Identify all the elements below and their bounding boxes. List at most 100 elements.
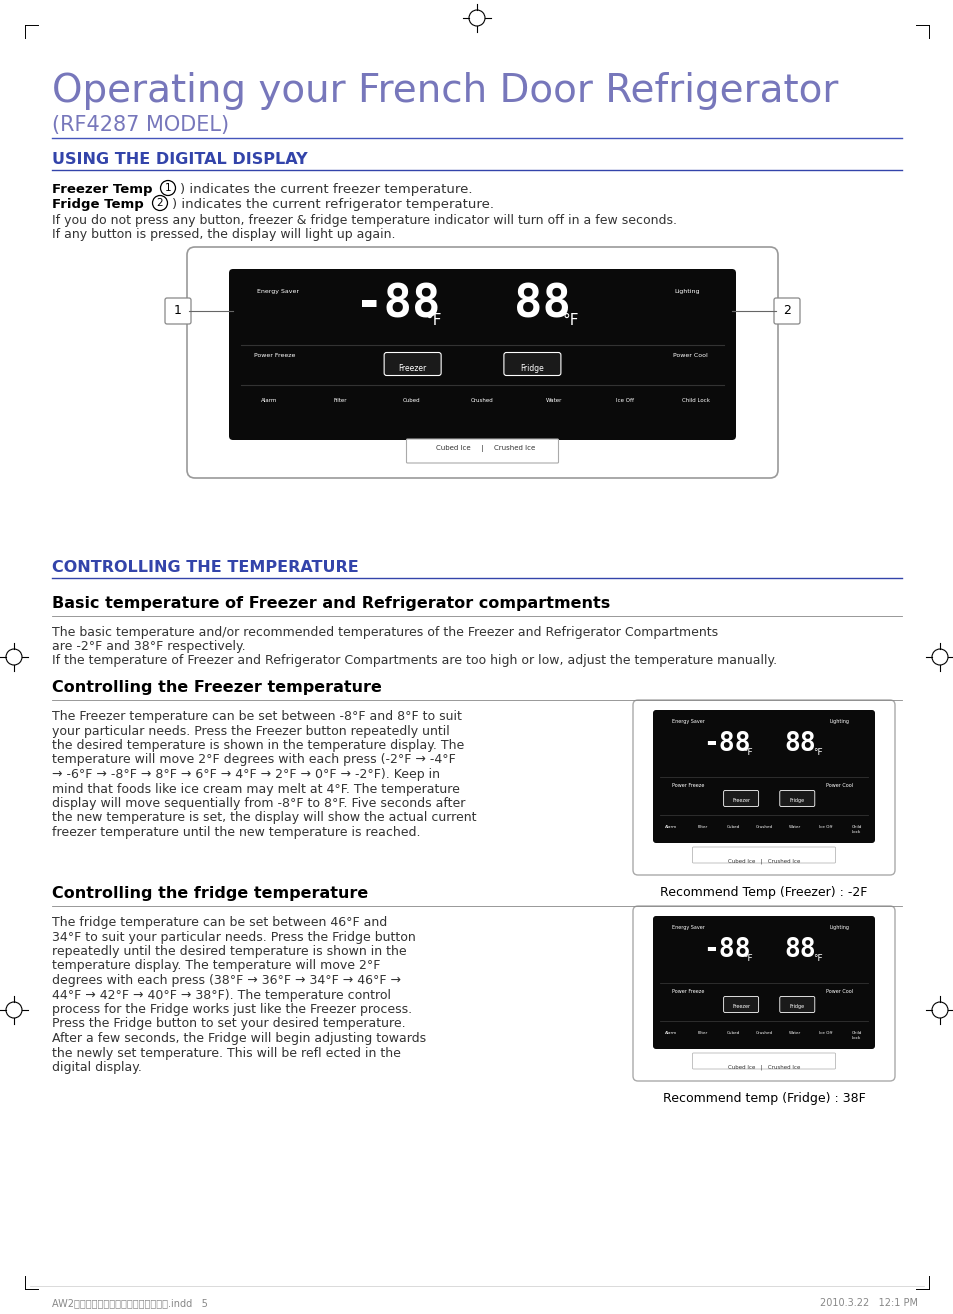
FancyBboxPatch shape [779, 791, 814, 807]
Text: °F: °F [742, 748, 752, 757]
Text: Freezer: Freezer [731, 1004, 749, 1009]
Text: Basic temperature of Freezer and Refrigerator compartments: Basic temperature of Freezer and Refrige… [52, 597, 610, 611]
Text: → -6°F → -8°F → 8°F → 6°F → 4°F → 2°F → 0°F → -2°F). Keep in: → -6°F → -8°F → 8°F → 6°F → 4°F → 2°F → … [52, 767, 439, 781]
Text: -88: -88 [355, 283, 440, 328]
Text: Freezer Temp: Freezer Temp [52, 183, 152, 196]
Text: Power Cool: Power Cool [672, 353, 706, 357]
Text: ) indicates the current refrigerator temperature.: ) indicates the current refrigerator tem… [172, 198, 494, 212]
Text: Cubed Ice   |   Crushed Ice: Cubed Ice | Crushed Ice [727, 858, 800, 863]
FancyBboxPatch shape [503, 352, 560, 376]
FancyBboxPatch shape [633, 700, 894, 875]
Text: Freezer: Freezer [731, 798, 749, 803]
Text: Cubed: Cubed [402, 398, 419, 403]
Text: Alarm: Alarm [260, 398, 276, 403]
Text: Operating your French Door Refrigerator: Operating your French Door Refrigerator [52, 72, 838, 110]
Text: 1: 1 [165, 183, 172, 193]
Text: After a few seconds, the Fridge will begin adjusting towards: After a few seconds, the Fridge will beg… [52, 1031, 426, 1045]
Text: °F: °F [425, 313, 441, 328]
Text: Cubed Ice   |   Crushed Ice: Cubed Ice | Crushed Ice [727, 1064, 800, 1070]
Text: |: | [476, 445, 488, 452]
Text: repeatedly until the desired temperature is shown in the: repeatedly until the desired temperature… [52, 945, 406, 958]
Text: Freezer: Freezer [398, 364, 426, 373]
Text: °F: °F [812, 954, 821, 963]
Text: 2: 2 [156, 198, 163, 208]
Text: The basic temperature and/or recommended temperatures of the Freezer and Refrige: The basic temperature and/or recommended… [52, 625, 718, 639]
Text: Energy Saver: Energy Saver [671, 719, 704, 724]
Text: -88: -88 [702, 731, 750, 757]
FancyBboxPatch shape [652, 916, 874, 1049]
Text: °F: °F [561, 313, 578, 328]
Text: temperature will move 2°F degrees with each press (-2°F → -4°F: temperature will move 2°F degrees with e… [52, 753, 456, 766]
Text: Lighting: Lighting [829, 925, 849, 930]
Text: Child
Lock: Child Lock [850, 1031, 861, 1039]
Text: Energy Saver: Energy Saver [256, 289, 298, 294]
FancyBboxPatch shape [773, 298, 800, 325]
Text: Child Lock: Child Lock [681, 398, 710, 403]
Text: -88: -88 [702, 937, 750, 963]
FancyBboxPatch shape [723, 791, 758, 807]
Text: Crushed: Crushed [471, 398, 494, 403]
Text: If the temperature of Freezer and Refrigerator Compartments are too high or low,: If the temperature of Freezer and Refrig… [52, 654, 777, 668]
Text: Water: Water [788, 825, 801, 829]
Text: °F: °F [812, 748, 821, 757]
Text: mind that foods like ice cream may melt at 4°F. The temperature: mind that foods like ice cream may melt … [52, 783, 459, 795]
Text: USING THE DIGITAL DISPLAY: USING THE DIGITAL DISPLAY [52, 152, 307, 167]
Text: display will move sequentially from -8°F to 8°F. Five seconds after: display will move sequentially from -8°F… [52, 798, 465, 809]
Text: Water: Water [788, 1031, 801, 1035]
FancyBboxPatch shape [165, 298, 191, 325]
Text: Filter: Filter [333, 398, 346, 403]
Text: ) indicates the current freezer temperature.: ) indicates the current freezer temperat… [180, 183, 472, 196]
Text: Lighting: Lighting [829, 719, 849, 724]
Text: AW2가나다라사아자차카타파하나다라사.indd   5: AW2가나다라사아자차카타파하나다라사.indd 5 [52, 1298, 208, 1307]
Text: your particular needs. Press the Freezer button repeatedly until: your particular needs. Press the Freezer… [52, 724, 449, 737]
Text: 44°F → 42°F → 40°F → 38°F). The temperature control: 44°F → 42°F → 40°F → 38°F). The temperat… [52, 988, 391, 1001]
Text: °F: °F [742, 954, 752, 963]
Text: 34°F to suit your particular needs. Press the Fridge button: 34°F to suit your particular needs. Pres… [52, 930, 416, 943]
Text: The fridge temperature can be set between 46°F and: The fridge temperature can be set betwee… [52, 916, 387, 929]
FancyBboxPatch shape [652, 710, 874, 844]
Text: Crushed: Crushed [755, 1031, 772, 1035]
Text: the newly set temperature. This will be refl ected in the: the newly set temperature. This will be … [52, 1046, 400, 1059]
Text: Fridge: Fridge [520, 364, 544, 373]
Text: Crushed Ice: Crushed Ice [494, 445, 536, 451]
Text: the new temperature is set, the display will show the actual current: the new temperature is set, the display … [52, 812, 476, 824]
Text: If any button is pressed, the display will light up again.: If any button is pressed, the display wi… [52, 229, 395, 240]
Text: Press the Fridge button to set your desired temperature.: Press the Fridge button to set your desi… [52, 1017, 405, 1030]
FancyBboxPatch shape [406, 439, 558, 463]
Text: If you do not press any button, freezer & fridge temperature indicator will turn: If you do not press any button, freezer … [52, 214, 677, 227]
Text: Filter: Filter [697, 825, 707, 829]
Text: Power Freeze: Power Freeze [672, 989, 704, 993]
Text: 2010.3.22   12:1 PM: 2010.3.22 12:1 PM [820, 1298, 917, 1307]
Text: CONTROLLING THE TEMPERATURE: CONTROLLING THE TEMPERATURE [52, 560, 358, 576]
Text: Power Freeze: Power Freeze [254, 353, 295, 357]
Text: freezer temperature until the new temperature is reached.: freezer temperature until the new temper… [52, 827, 420, 840]
Text: The Freezer temperature can be set between -8°F and 8°F to suit: The Freezer temperature can be set betwe… [52, 710, 461, 723]
Text: Fridge Temp: Fridge Temp [52, 198, 144, 212]
FancyBboxPatch shape [384, 352, 440, 376]
FancyBboxPatch shape [692, 848, 835, 863]
Text: 1: 1 [173, 305, 182, 318]
Text: are -2°F and 38°F respectively.: are -2°F and 38°F respectively. [52, 640, 245, 653]
FancyBboxPatch shape [187, 247, 778, 478]
Text: 88: 88 [784, 731, 816, 757]
Text: digital display.: digital display. [52, 1060, 142, 1074]
FancyBboxPatch shape [779, 996, 814, 1013]
Text: Cubed Ice: Cubed Ice [436, 445, 470, 451]
Text: 88: 88 [514, 283, 570, 328]
Text: Fridge: Fridge [789, 798, 804, 803]
FancyBboxPatch shape [633, 905, 894, 1081]
FancyBboxPatch shape [723, 996, 758, 1013]
Text: Cubed: Cubed [726, 825, 739, 829]
Text: Lighting: Lighting [674, 289, 699, 294]
Text: Controlling the fridge temperature: Controlling the fridge temperature [52, 886, 368, 901]
Text: Ice Off: Ice Off [819, 825, 832, 829]
Text: 2: 2 [782, 305, 790, 318]
Text: 88: 88 [784, 937, 816, 963]
Text: Ice Off: Ice Off [819, 1031, 832, 1035]
Text: Child
Lock: Child Lock [850, 825, 861, 833]
Text: Power Cool: Power Cool [825, 783, 852, 788]
Text: Crushed: Crushed [755, 825, 772, 829]
Text: Recommend Temp (Freezer) : -2F: Recommend Temp (Freezer) : -2F [659, 886, 867, 899]
Text: temperature display. The temperature will move 2°F: temperature display. The temperature wil… [52, 959, 380, 972]
Text: Energy Saver: Energy Saver [671, 925, 704, 930]
